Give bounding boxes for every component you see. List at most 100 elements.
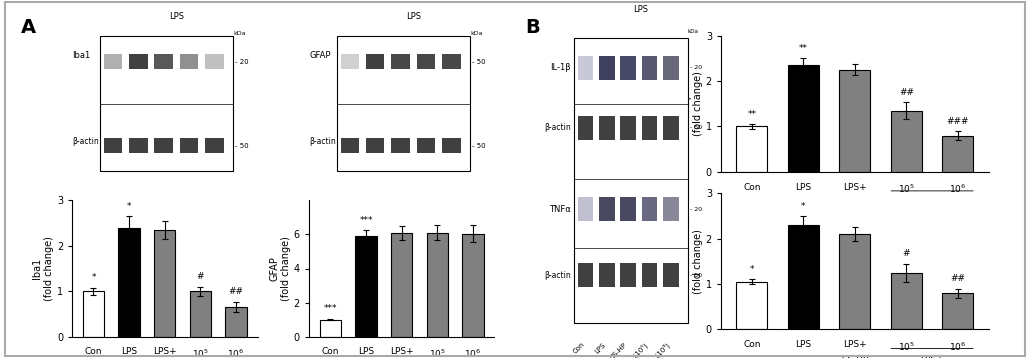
Bar (205, 139, 224, 154)
Text: 10$^5$: 10$^5$ (898, 340, 915, 353)
Bar (180, 139, 199, 154)
Bar (891, 273, 922, 329)
Text: *: * (92, 273, 96, 282)
Bar (226, 307, 247, 337)
Text: β-actin: β-actin (309, 137, 336, 146)
Text: - 20: - 20 (235, 59, 249, 65)
Text: LPS: LPS (406, 12, 421, 21)
Text: LPS+: LPS+ (921, 355, 943, 358)
Text: ***: *** (323, 304, 337, 313)
Bar (462, 234, 484, 337)
Text: 10$^5$: 10$^5$ (428, 347, 446, 358)
Bar (417, 54, 436, 69)
Y-axis label: TNFα
(fold change): TNFα (fold change) (681, 229, 702, 294)
Bar (599, 116, 615, 140)
Bar (642, 56, 657, 80)
Text: CS-HP: CS-HP (842, 198, 868, 207)
Bar (154, 139, 173, 154)
Bar (663, 197, 679, 221)
Text: - 50: - 50 (235, 143, 249, 149)
Text: - 50: - 50 (690, 273, 701, 278)
Bar (154, 230, 175, 337)
Text: ***: *** (359, 216, 373, 225)
Text: IL-1β: IL-1β (550, 63, 571, 72)
Bar (578, 263, 593, 287)
Text: GFAP: GFAP (309, 51, 331, 60)
Bar (154, 54, 173, 69)
Text: LPS: LPS (358, 347, 374, 357)
Text: A: A (21, 18, 36, 37)
Bar (663, 116, 679, 140)
Text: kDa: kDa (471, 31, 483, 36)
Text: *: * (127, 202, 132, 211)
Bar (578, 56, 593, 80)
Bar (574, 38, 688, 323)
Bar (578, 197, 593, 221)
Text: hMSCs (10⁵): hMSCs (10⁵) (614, 342, 650, 358)
Y-axis label: Iba1
(fold change): Iba1 (fold change) (32, 236, 54, 301)
Bar (578, 116, 593, 140)
Bar (642, 263, 657, 287)
Text: LPS: LPS (633, 5, 648, 14)
Bar (620, 116, 637, 140)
Bar (341, 139, 359, 154)
Bar (599, 197, 615, 221)
Text: *: * (801, 202, 805, 211)
Text: Iba1: Iba1 (72, 51, 91, 60)
Bar (642, 116, 657, 140)
Bar (942, 136, 973, 172)
Text: Con: Con (321, 347, 339, 357)
Bar (891, 111, 922, 172)
Text: - 50: - 50 (472, 143, 486, 149)
Text: - 50: - 50 (690, 125, 701, 130)
Bar (839, 70, 870, 172)
Bar (442, 54, 460, 69)
Text: 10$^6$: 10$^6$ (465, 347, 482, 358)
Text: β-actin: β-actin (544, 124, 571, 132)
Bar (839, 234, 870, 329)
Text: **: ** (748, 110, 756, 119)
Text: LPS+: LPS+ (153, 347, 176, 357)
Bar (341, 54, 359, 69)
Bar (319, 319, 341, 337)
Text: Con: Con (84, 347, 102, 357)
Text: ##: ## (951, 274, 965, 283)
Bar (663, 56, 679, 80)
Text: Con: Con (744, 340, 760, 349)
Bar (417, 139, 436, 154)
Text: LPS+: LPS+ (844, 183, 866, 192)
Bar (129, 139, 147, 154)
Text: - 20: - 20 (690, 65, 701, 70)
Bar (82, 291, 104, 337)
Y-axis label: IL-1β
(fold change): IL-1β (fold change) (681, 71, 702, 136)
Bar (736, 126, 767, 172)
Text: CS-HP: CS-HP (609, 342, 628, 358)
Text: LPS: LPS (795, 340, 812, 349)
Text: LPS: LPS (122, 347, 137, 357)
Text: TNFα: TNFα (549, 204, 571, 214)
Bar (442, 139, 460, 154)
Bar (599, 263, 615, 287)
Bar (599, 56, 615, 80)
Bar (620, 197, 637, 221)
Text: ##: ## (229, 287, 244, 296)
Text: hMSCs: hMSCs (917, 210, 948, 219)
Text: 10$^6$: 10$^6$ (950, 183, 966, 195)
Text: hMSCs (10⁶): hMSCs (10⁶) (636, 342, 671, 358)
Bar (104, 139, 123, 154)
Text: - 20: - 20 (690, 207, 701, 212)
Bar (366, 54, 384, 69)
Bar (337, 36, 471, 171)
Bar (642, 197, 657, 221)
Text: LPS: LPS (795, 183, 812, 192)
Text: ###: ### (947, 117, 969, 126)
Text: *: * (750, 265, 754, 274)
Bar (391, 139, 410, 154)
Text: β-actin: β-actin (544, 271, 571, 280)
Text: 10$^6$: 10$^6$ (228, 347, 245, 358)
Bar (190, 291, 211, 337)
Text: β-actin: β-actin (72, 137, 99, 146)
Text: #: # (197, 272, 204, 281)
Text: - 50: - 50 (472, 59, 486, 65)
Bar (100, 36, 234, 171)
